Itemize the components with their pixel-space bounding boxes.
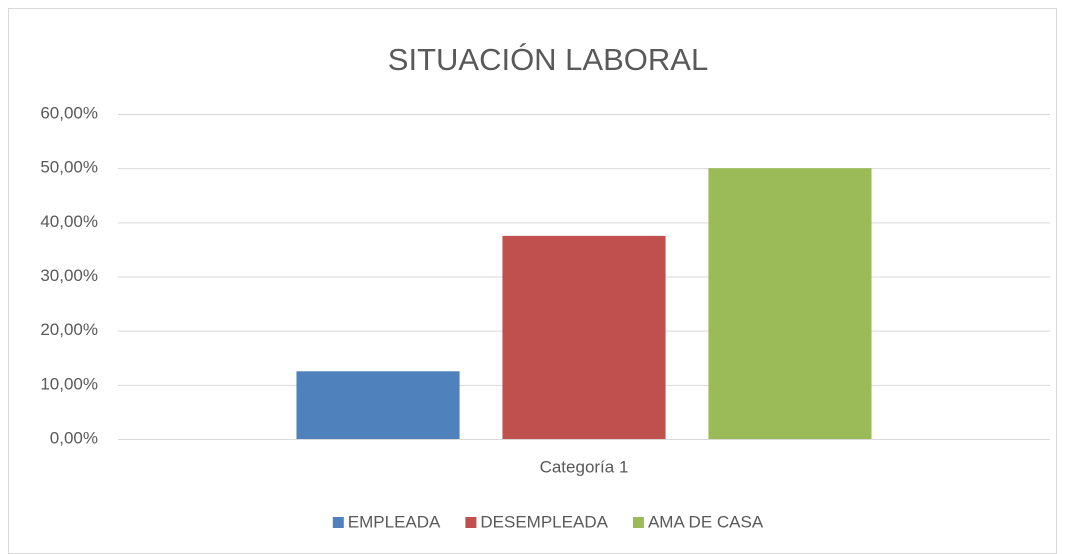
- y-tick-label: 10,00%: [40, 374, 98, 393]
- legend-label: DESEMPLEADA: [480, 512, 608, 531]
- bar: [708, 168, 872, 439]
- legend-swatch: [632, 517, 644, 528]
- legend-swatch: [465, 517, 477, 528]
- y-tick-label: 0,00%: [50, 428, 98, 447]
- legend-label: AMA DE CASA: [648, 512, 764, 531]
- legend-label: EMPLEADA: [348, 512, 441, 531]
- y-tick-label: 50,00%: [40, 158, 98, 177]
- bar: [296, 371, 460, 439]
- chart-title: SITUACIÓN LABORAL: [388, 42, 708, 77]
- y-tick-label: 40,00%: [40, 212, 98, 231]
- x-tick-label: Categoría 1: [540, 457, 629, 476]
- bar: [502, 235, 666, 439]
- y-tick-label: 20,00%: [40, 320, 98, 339]
- y-tick-label: 30,00%: [40, 266, 98, 285]
- legend-swatch: [332, 517, 344, 528]
- y-tick-label: 60,00%: [40, 103, 98, 122]
